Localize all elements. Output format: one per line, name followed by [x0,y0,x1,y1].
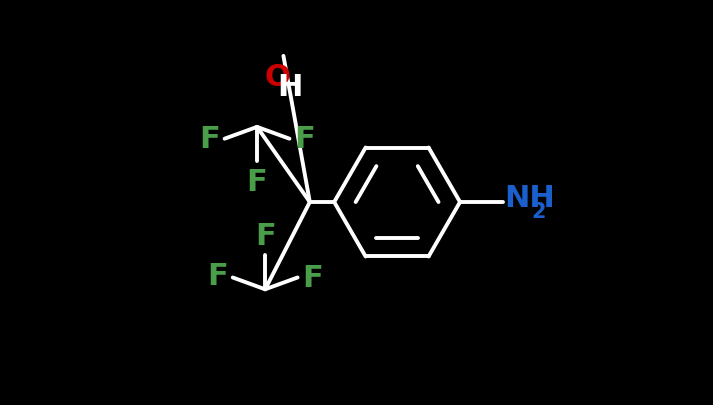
Text: H: H [277,73,302,102]
Text: O: O [265,63,290,92]
Text: F: F [294,125,315,154]
Text: F: F [302,263,323,292]
Text: F: F [255,221,275,250]
Text: F: F [207,261,228,290]
Text: NH: NH [504,184,555,213]
Text: 2: 2 [531,201,546,222]
Text: F: F [199,125,220,154]
Text: F: F [247,167,267,196]
